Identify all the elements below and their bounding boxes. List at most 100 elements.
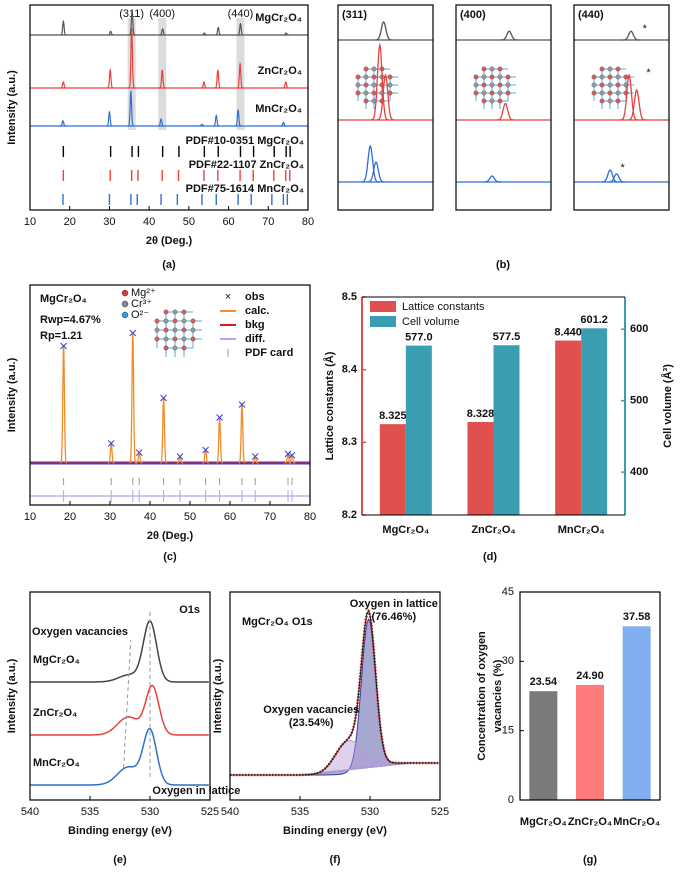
legend-label: PDF card <box>245 347 293 359</box>
atom <box>497 66 503 72</box>
panel-label: (b) <box>496 259 510 271</box>
atom <box>481 82 487 88</box>
peak <box>201 32 208 36</box>
atom <box>473 74 479 80</box>
peak <box>215 69 221 89</box>
series-label: MnCr₂O₄ <box>255 103 302 115</box>
x-axis-label: Binding energy (eV) <box>68 825 172 837</box>
obs-point <box>202 446 209 454</box>
atom <box>591 74 597 80</box>
peak-label: (400) <box>149 8 175 20</box>
reference-label: PDF#22-1107 ZnCr₂O₄ <box>189 159 304 171</box>
legend-label: diff. <box>245 333 265 345</box>
plot-frame <box>455 4 552 211</box>
peak <box>201 80 207 89</box>
sample-title: MgCr₂O₄ <box>40 293 87 305</box>
x-tick-label: 525 <box>201 806 219 818</box>
peak <box>500 30 519 41</box>
peak <box>607 173 626 183</box>
peak <box>282 80 289 89</box>
value-label: 577.5 <box>493 331 521 343</box>
atom <box>154 318 160 324</box>
y-tick-label: 8.3 <box>342 436 357 448</box>
peak <box>237 61 244 89</box>
atom <box>355 74 361 80</box>
y-axis-label: Intensity (a.u.) <box>6 70 18 145</box>
plot-frame <box>229 591 441 801</box>
legend-swatch: × <box>225 291 231 303</box>
y-tick-label: 45 <box>502 586 514 598</box>
bar <box>581 328 608 515</box>
peak <box>374 21 393 41</box>
peak <box>366 161 386 183</box>
peak <box>483 175 502 183</box>
obs-point <box>238 401 246 408</box>
panel-label: (f) <box>330 854 341 866</box>
peak <box>280 121 287 127</box>
x-tick-label: 525 <box>431 806 449 818</box>
peak <box>60 80 67 89</box>
y-axis-label: Intensity (a.u.) <box>6 658 18 733</box>
annotation: Oxygen in lattice <box>152 785 240 797</box>
obs-point <box>176 453 184 460</box>
atom <box>363 66 369 72</box>
atom <box>181 336 187 342</box>
subplot-label: (440) <box>578 9 604 21</box>
atom <box>363 98 369 104</box>
spectrum-title: MgCr₂O₄ O1s <box>242 616 313 628</box>
atom <box>505 82 511 88</box>
atom <box>489 90 495 96</box>
legend-label: Cell volume <box>402 316 459 328</box>
value-label: 23.54 <box>530 676 558 688</box>
atom <box>599 66 605 72</box>
bar <box>467 421 494 515</box>
y2-tick-label: 500 <box>630 395 648 407</box>
x-tick-label: 80 <box>304 511 316 523</box>
bar <box>622 626 651 800</box>
peak <box>128 27 135 89</box>
y-axis-label: Lattice constants (Å) <box>323 351 336 460</box>
atom <box>497 82 503 88</box>
peak-note: * <box>646 67 651 79</box>
value-label: 8.325 <box>379 410 407 422</box>
peak <box>601 169 620 183</box>
peak <box>361 144 380 183</box>
plot-frame <box>29 591 211 801</box>
atom <box>615 82 621 88</box>
atom <box>163 318 169 324</box>
x-tick-label: 30 <box>103 216 115 228</box>
legend-label: calc. <box>245 305 269 317</box>
peak-label: (440) <box>228 8 254 20</box>
legend-label: bkg <box>245 319 265 331</box>
atom <box>473 90 479 96</box>
calc-peak <box>160 397 168 464</box>
value-label: 601.2 <box>580 314 608 326</box>
y-tick-label: 8.2 <box>342 509 357 521</box>
y2-tick-label: 400 <box>630 466 648 478</box>
value-label: 577.0 <box>405 332 433 344</box>
obs-point <box>135 449 143 456</box>
x-tick-label: MgCr₂O₄ <box>520 816 567 828</box>
ion-dot <box>121 289 129 297</box>
component-label: Oxygen vacancies (23.54%) <box>263 704 359 729</box>
spectrum <box>30 619 209 683</box>
value-label: 8.328 <box>467 408 495 420</box>
atom <box>387 82 393 88</box>
series-label: MgCr₂O₄ <box>33 654 80 666</box>
x-tick-label: MnCr₂O₄ <box>613 816 660 828</box>
obs-point <box>288 451 296 459</box>
atom <box>481 98 487 104</box>
atom <box>505 90 511 96</box>
subplot-label: (311) <box>342 9 367 21</box>
atom <box>172 309 178 315</box>
atom <box>599 98 605 104</box>
panel-label: (e) <box>113 854 127 866</box>
peak <box>621 30 641 41</box>
y-tick-label: 8.4 <box>342 364 358 376</box>
atom <box>481 90 487 96</box>
spectrum-title: O1s <box>179 604 200 616</box>
x-tick-label: 50 <box>183 216 195 228</box>
atom <box>591 90 597 96</box>
panel-label: (c) <box>163 551 177 563</box>
